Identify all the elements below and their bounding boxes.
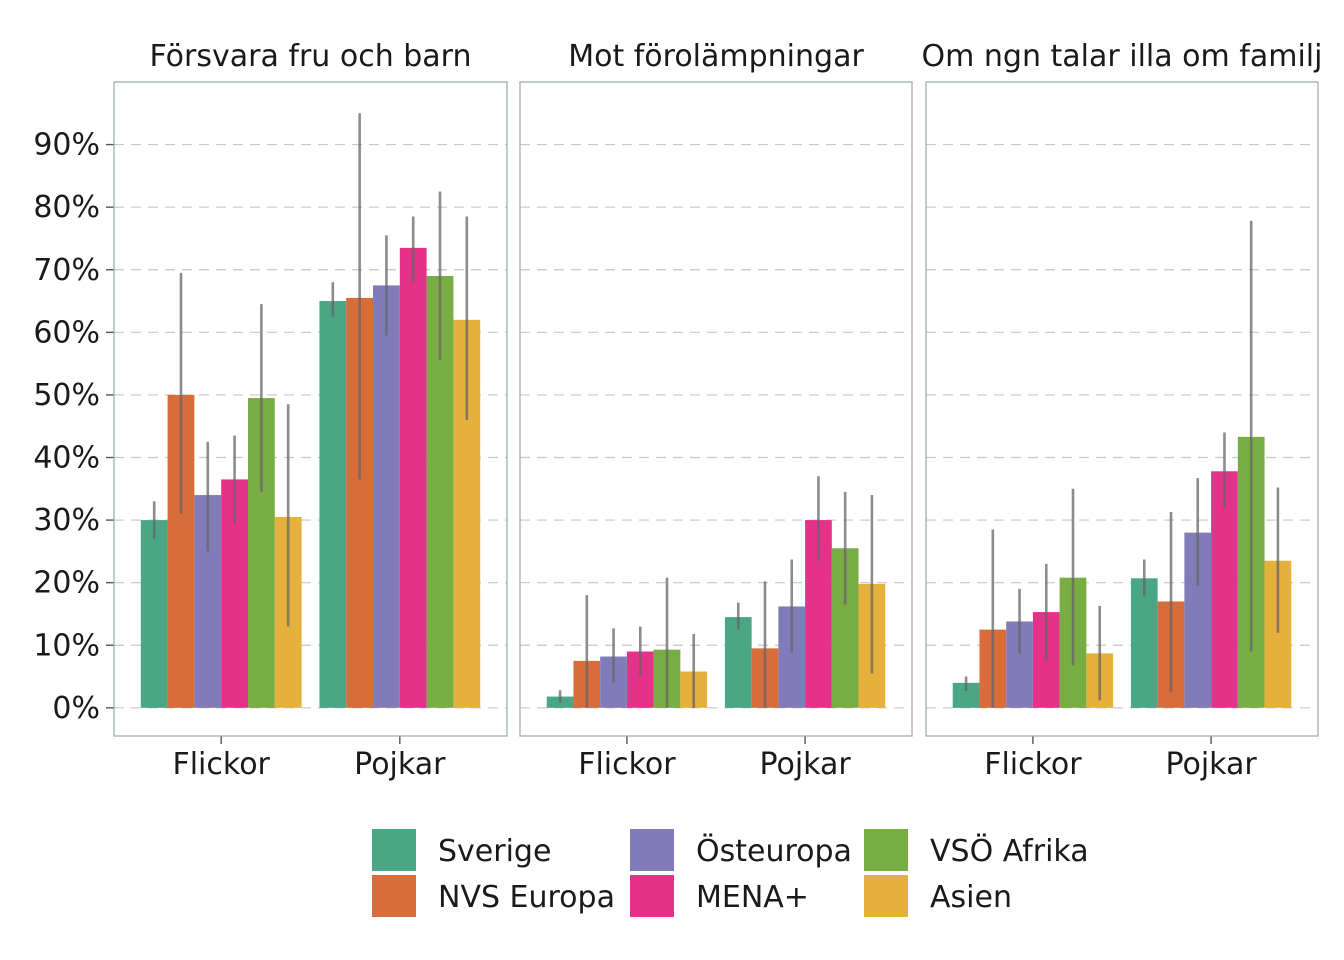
legend-label: MENA+ (696, 880, 809, 915)
y-tick-label: 40% (33, 441, 100, 476)
x-tick-label: Flickor (578, 747, 676, 782)
legend-key-2 (630, 829, 674, 871)
panel-border (925, 81, 1319, 737)
bar-pojkar-0 (1130, 578, 1158, 708)
bar-pojkar-0 (319, 301, 347, 708)
facet-title: Om ngn talar illa om familj (922, 39, 1323, 74)
y-tick-label: 90% (33, 128, 100, 163)
legend-label: NVS Europa (438, 880, 615, 915)
x-tick-label: Flickor (984, 747, 1082, 782)
y-tick-label: 50% (33, 378, 100, 413)
y-tick-label: 30% (33, 503, 100, 538)
panel-border (113, 81, 508, 737)
legend-key-3 (630, 875, 674, 917)
y-tick-label: 70% (33, 253, 100, 288)
y-tick-label: 0% (52, 691, 100, 726)
legend-label: Asien (930, 880, 1012, 915)
x-tick-label: Pojkar (354, 747, 446, 782)
bar-pojkar-2 (373, 285, 400, 708)
y-tick-label: 10% (33, 628, 100, 663)
legend-label: Sverige (438, 834, 551, 869)
legend-label: VSÖ Afrika (930, 833, 1089, 869)
x-tick-label: Flickor (172, 747, 270, 782)
legend-key-4 (864, 829, 908, 871)
bar-pojkar-0 (724, 617, 752, 708)
bar-pojkar-3 (399, 247, 427, 708)
y-tick-label: 80% (33, 190, 100, 225)
x-tick-label: Pojkar (759, 747, 851, 782)
legend-key-0 (372, 829, 416, 871)
bar-flickor-0 (140, 520, 168, 708)
facet-title: Mot förolämpningar (568, 39, 864, 74)
bar-pojkar-3 (1211, 471, 1238, 708)
legend-key-1 (372, 875, 416, 917)
facet-title: Försvara fru och barn (150, 39, 472, 74)
legend-key-5 (864, 875, 908, 917)
y-tick-label: 60% (33, 315, 100, 350)
x-tick-label: Pojkar (1165, 747, 1257, 782)
y-tick-label: 20% (33, 566, 100, 601)
legend-label: Östeuropa (696, 833, 852, 869)
panel-border (519, 81, 913, 737)
